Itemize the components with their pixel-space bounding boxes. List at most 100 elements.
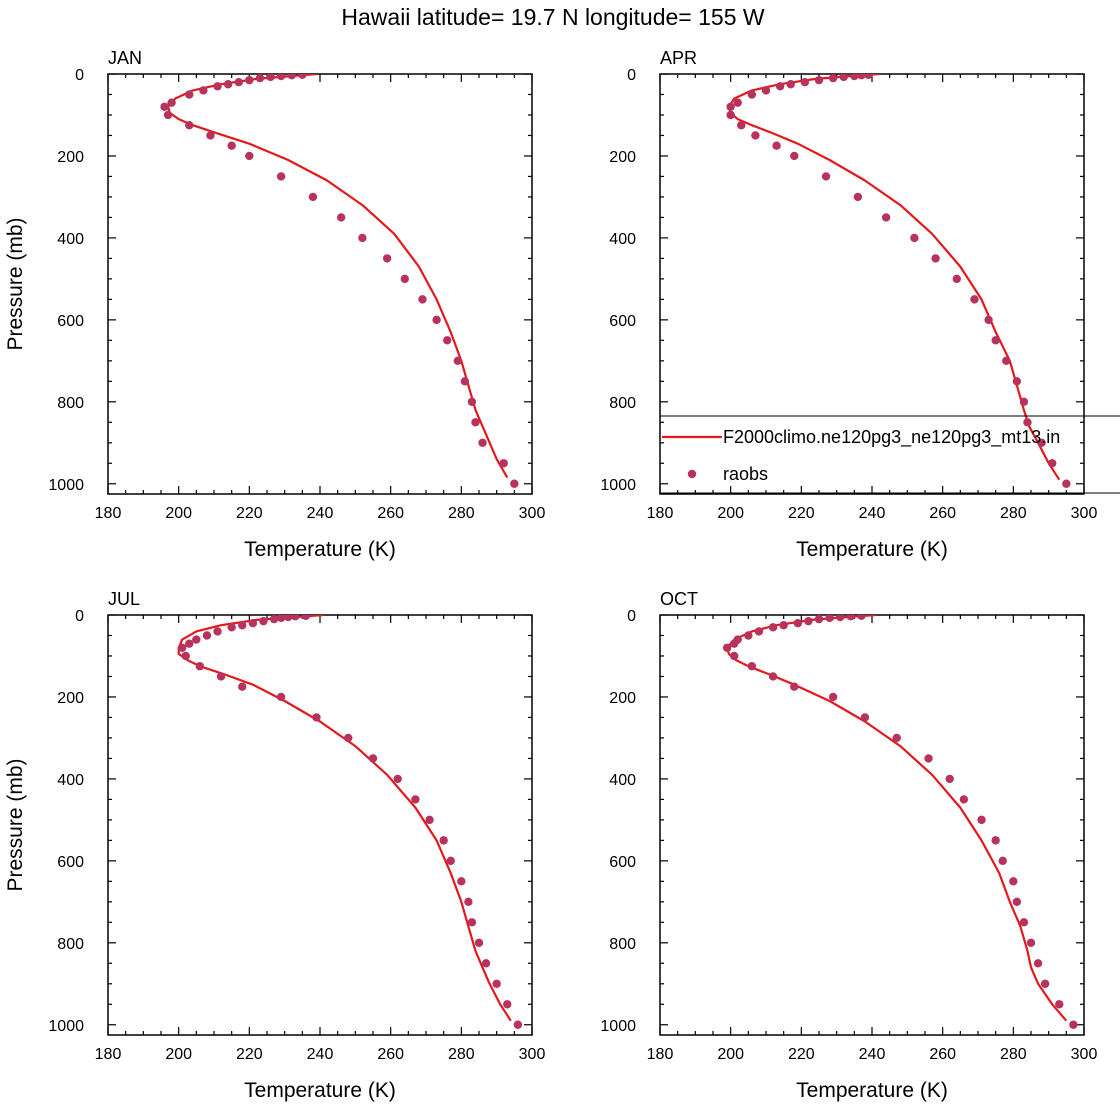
raobs-point <box>259 616 268 626</box>
raobs-point <box>464 897 473 907</box>
raobs-point <box>924 754 933 763</box>
y-tick-label: 400 <box>57 231 84 248</box>
x-tick-label: 300 <box>519 1046 546 1063</box>
raobs-point <box>213 627 222 636</box>
raobs-point <box>853 192 863 202</box>
raobs-point <box>1019 397 1029 407</box>
raobs-point <box>287 74 296 80</box>
raobs-point <box>245 75 254 85</box>
raobs-point <box>234 77 243 87</box>
plot-area <box>160 74 519 488</box>
x-tick-label: 180 <box>95 505 122 522</box>
raobs-point <box>952 274 961 284</box>
y-axis-label: Pressure (mb) <box>4 217 27 350</box>
raobs-point <box>892 733 901 743</box>
plot-frame <box>107 614 533 1036</box>
raobs-point <box>1055 1000 1064 1009</box>
raobs-point <box>425 815 434 825</box>
raobs-point <box>457 877 466 886</box>
panels: 180 200 220 240 260 280 300 0 200 400 600 800 1000 JA… <box>4 48 1120 1102</box>
raobs-point <box>269 615 279 624</box>
raobs-point <box>400 274 409 284</box>
x-tick-label: 300 <box>1071 1046 1098 1063</box>
raobs-point <box>857 74 866 80</box>
raobs-point <box>382 254 392 263</box>
raobs-point <box>474 938 484 948</box>
raobs-point <box>185 121 194 130</box>
raobs-point <box>970 295 979 304</box>
x-tick-label: 260 <box>929 505 956 522</box>
raobs-point <box>726 110 735 120</box>
x-tick-label: 280 <box>1000 505 1027 522</box>
raobs-point <box>1023 418 1032 427</box>
raobs-point <box>192 635 201 644</box>
raobs-point <box>358 233 367 243</box>
raobs-point <box>800 77 810 87</box>
x-tick-label: 180 <box>647 505 674 522</box>
y-tick-label: 800 <box>609 936 636 953</box>
raobs-point <box>786 80 795 89</box>
y-tick-label: 1000 <box>48 1018 84 1035</box>
raobs-point <box>216 672 226 681</box>
y-tick-label: 0 <box>75 608 84 625</box>
raobs-point <box>181 651 190 661</box>
x-axis-label: Temperature (K) <box>796 538 948 561</box>
raobs-point <box>185 639 194 648</box>
raobs-point <box>206 131 215 140</box>
plot-area <box>726 74 1071 488</box>
raobs-point <box>223 80 233 89</box>
raobs-point <box>276 615 286 623</box>
plot-frame <box>107 73 533 495</box>
plot-area <box>177 615 523 1029</box>
x-tick-label: 200 <box>717 505 744 522</box>
raobs-point <box>1069 1020 1078 1029</box>
x-tick-label: 260 <box>377 505 404 522</box>
plot-area <box>722 615 1078 1029</box>
raobs-point <box>754 627 764 636</box>
panel-title: JUL <box>108 589 140 609</box>
figure-title: Hawaii latitude= 19.7 N longitude= 155 W <box>341 4 765 30</box>
x-tick-label: 300 <box>519 505 546 522</box>
raobs-point <box>821 172 831 181</box>
raobs-point <box>460 377 470 386</box>
legend-entry-model: F2000climo.ne120pg3_ne120pg3_mt13.in <box>723 427 1060 448</box>
raobs-point <box>998 856 1007 866</box>
raobs-point <box>178 643 187 652</box>
raobs-point <box>213 82 222 91</box>
raobs-point <box>959 795 969 804</box>
raobs-point <box>255 74 265 83</box>
raobs-point <box>747 662 757 671</box>
raobs-point <box>411 795 420 804</box>
raobs-point <box>991 836 1000 845</box>
raobs-point <box>453 356 462 366</box>
raobs-point <box>772 141 781 150</box>
raobs-point <box>793 618 802 628</box>
raobs-point <box>276 74 286 81</box>
raobs-point <box>1048 459 1057 468</box>
x-tick-label: 240 <box>859 1046 886 1063</box>
raobs-point <box>1019 918 1029 927</box>
raobs-point <box>467 397 477 407</box>
raobs-point <box>828 74 838 83</box>
raobs-point <box>846 615 855 621</box>
raobs-point <box>276 172 286 181</box>
raobs-point <box>814 75 824 85</box>
y-tick-label: 400 <box>609 772 636 789</box>
raobs-point <box>503 1000 512 1009</box>
x-tick-label: 300 <box>1071 505 1098 522</box>
raobs-point <box>199 86 208 95</box>
raobs-point <box>238 682 247 691</box>
raobs-point <box>167 98 176 107</box>
raobs-point <box>814 615 824 624</box>
raobs-point <box>467 918 477 927</box>
raobs-point <box>747 90 757 99</box>
y-tick-label: 1000 <box>600 1018 636 1035</box>
raobs-point <box>227 623 236 632</box>
raobs-point <box>1009 877 1018 886</box>
raobs-point <box>744 631 753 640</box>
raobs-point <box>301 615 311 621</box>
legend-marker-swatch <box>687 469 697 479</box>
x-axis-label: Temperature (K) <box>796 1079 948 1102</box>
raobs-point <box>857 615 866 621</box>
